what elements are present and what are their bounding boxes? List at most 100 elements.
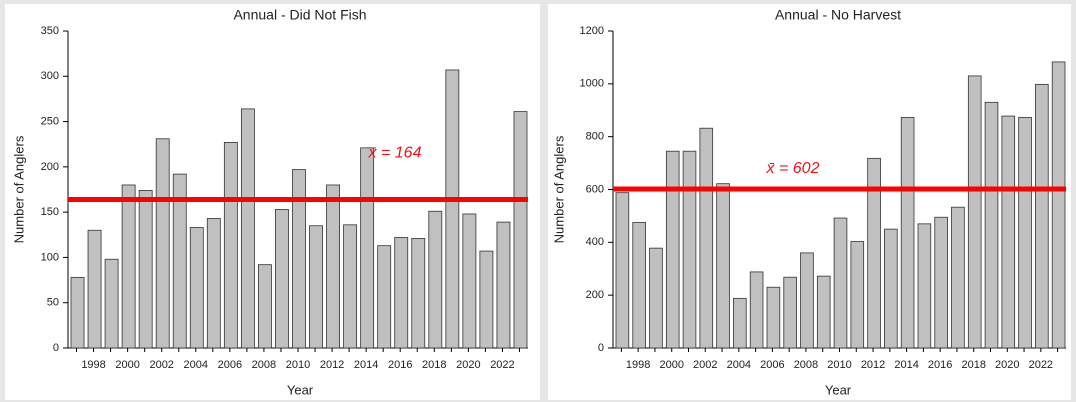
x-tick-label: 2016	[928, 359, 952, 371]
bar	[428, 210, 443, 349]
bar	[900, 116, 915, 349]
bar	[87, 229, 102, 349]
bar	[716, 183, 730, 349]
bar	[172, 173, 187, 349]
x-tick-label: 2004	[727, 359, 751, 371]
y-tick-label: 200	[586, 289, 604, 301]
bar	[850, 241, 865, 349]
x-tick-label: 2008	[252, 359, 276, 371]
bar	[309, 225, 323, 349]
bar	[189, 227, 204, 349]
bar	[615, 192, 630, 349]
x-tick-label: 2020	[995, 359, 1019, 371]
bar	[360, 147, 375, 349]
chart-title: Annual - Did Not Fish	[233, 7, 366, 23]
bar	[377, 245, 392, 349]
bar	[783, 276, 797, 349]
bar	[816, 275, 831, 349]
bar	[967, 75, 982, 349]
bar	[462, 213, 477, 349]
y-tick-label: 400	[586, 236, 604, 248]
x-tick-label: 1998	[626, 359, 650, 371]
y-tick-label: 350	[41, 25, 59, 37]
panel	[5, 4, 540, 400]
chart-title: Annual - No Harvest	[775, 7, 901, 23]
y-tick-label: 600	[586, 183, 604, 195]
bar	[343, 224, 358, 349]
bar	[121, 184, 136, 349]
bar	[223, 142, 238, 349]
y-tick-label: 250	[41, 115, 59, 127]
x-tick-label: 2000	[115, 359, 139, 371]
bar	[766, 286, 781, 349]
x-tick-label: 2022	[1029, 359, 1053, 371]
x-tick-label: 2014	[894, 359, 918, 371]
bar	[326, 184, 340, 349]
bar	[699, 127, 714, 349]
x-tick-label: 2018	[961, 359, 985, 371]
x-tick-label: 1998	[81, 359, 105, 371]
bar	[632, 222, 646, 349]
y-tick-label: 0	[598, 342, 604, 354]
y-axis-title: Number of Anglers	[551, 135, 566, 243]
bar	[496, 221, 511, 349]
x-tick-label: 2002	[149, 359, 173, 371]
y-tick-label: 150	[41, 206, 59, 218]
bar	[1035, 83, 1049, 349]
y-tick-label: 800	[586, 131, 604, 143]
bar	[917, 223, 932, 349]
x-tick-label: 2012	[320, 359, 344, 371]
y-tick-label: 300	[41, 70, 59, 82]
bar	[240, 108, 255, 349]
y-tick-label: 1000	[580, 78, 604, 90]
bar	[1051, 61, 1066, 349]
bar	[984, 101, 999, 349]
mean-label: x̄ = 602	[766, 160, 820, 177]
bar	[833, 217, 848, 349]
bar	[934, 216, 948, 349]
mean-label: x̄ = 164	[368, 145, 422, 162]
bar	[951, 206, 965, 349]
bar	[275, 209, 289, 349]
x-axis-title: Year	[825, 382, 852, 397]
bar	[394, 237, 409, 349]
x-axis-title: Year	[287, 382, 314, 397]
bar	[445, 69, 460, 349]
bar	[1018, 116, 1032, 349]
x-tick-label: 2014	[354, 359, 378, 371]
bar	[649, 247, 663, 349]
y-tick-label: 1200	[580, 25, 604, 37]
bar	[155, 138, 170, 349]
x-tick-label: 2022	[490, 359, 514, 371]
bar	[206, 218, 221, 349]
y-tick-label: 0	[53, 342, 59, 354]
bar	[258, 264, 272, 349]
y-tick-label: 100	[41, 251, 59, 263]
x-tick-label: 2010	[286, 359, 310, 371]
bar	[479, 250, 494, 349]
bar	[513, 111, 528, 349]
bar	[867, 157, 881, 349]
bar	[733, 297, 747, 349]
y-axis-title: Number of Anglers	[11, 135, 26, 243]
x-tick-label: 2008	[794, 359, 818, 371]
bar	[292, 169, 306, 349]
bar	[749, 271, 764, 349]
x-tick-label: 2004	[184, 359, 208, 371]
x-tick-label: 2020	[456, 359, 480, 371]
x-tick-label: 2006	[218, 359, 242, 371]
x-tick-label: 2016	[388, 359, 412, 371]
bar	[884, 228, 898, 349]
y-tick-label: 50	[47, 297, 59, 309]
bar	[800, 252, 814, 349]
x-tick-label: 2006	[760, 359, 784, 371]
x-tick-label: 2018	[422, 359, 446, 371]
bar	[682, 150, 697, 349]
bar	[104, 258, 119, 349]
x-tick-label: 2010	[827, 359, 851, 371]
y-tick-label: 200	[41, 161, 59, 173]
bar	[665, 150, 680, 349]
bar	[411, 238, 426, 349]
bar	[138, 190, 153, 349]
